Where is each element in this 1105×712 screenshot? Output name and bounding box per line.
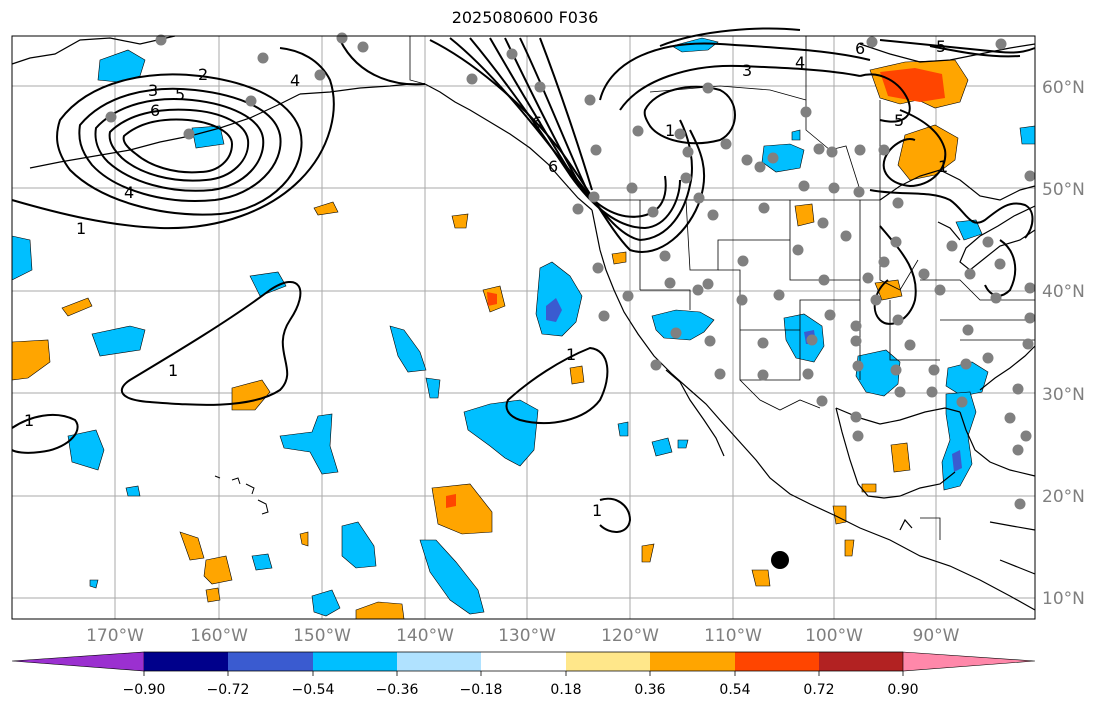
pressure-contours: [11, 27, 1036, 533]
strong-positive-cores: [446, 68, 945, 508]
colorbar-tick: 0.18: [550, 682, 582, 698]
contour-labels: 6 5 4 3 2 1 1 6 3 4 5 6 1 1 1 1 4 5 6 1: [24, 37, 948, 520]
contour-label: 6: [150, 101, 160, 120]
contour-label: 1: [24, 411, 34, 430]
contour-label: 5: [936, 37, 946, 56]
colorbar: [11, 651, 1036, 676]
colorbar-tick: −0.18: [459, 682, 503, 698]
contour-label: 1: [76, 219, 86, 238]
colorbar-tick: −0.90: [122, 682, 166, 698]
lon-label: 140°W: [396, 626, 454, 646]
map-title: 2025080600 F036: [451, 8, 599, 27]
lat-label: 30°N: [1042, 385, 1085, 405]
lat-label: 10°N: [1042, 589, 1085, 609]
colorbar-tick: −0.36: [375, 682, 419, 698]
contour-label: 1: [592, 501, 602, 520]
hawaii-islands: [214, 475, 269, 515]
contour-label: 1: [566, 345, 576, 364]
colorbar-tick: 0.36: [634, 682, 666, 698]
lat-label: 20°N: [1042, 487, 1085, 507]
contour-label: 1: [168, 361, 178, 380]
contour-label: 1: [938, 157, 948, 176]
lat-label: 60°N: [1042, 78, 1085, 98]
contour-label: 6: [532, 113, 542, 132]
lon-label: 130°W: [498, 626, 556, 646]
lon-label: 90°W: [912, 626, 960, 646]
lat-label: 50°N: [1042, 180, 1085, 200]
station-markers: [105, 32, 1036, 510]
contour-label: 4: [795, 53, 805, 72]
lon-label: 120°W: [601, 626, 659, 646]
map-panel: 6 5 4 3 2 1 1 6 3 4 5 6 1 1 1 1 4 5 6 1: [11, 27, 1036, 620]
contour-label: 3: [148, 81, 158, 100]
lon-label: 160°W: [190, 626, 248, 646]
contour-label: 6: [548, 157, 558, 176]
colorbar-tick: 0.72: [803, 682, 835, 698]
contour-label: 6: [855, 39, 865, 58]
lon-label: 110°W: [704, 626, 762, 646]
contour-label: 4: [124, 183, 134, 202]
colorbar-tick: −0.72: [206, 682, 250, 698]
graticule: [12, 36, 1035, 619]
contour-label: 5: [175, 85, 185, 104]
lon-label: 100°W: [805, 626, 863, 646]
contour-label: 5: [894, 111, 904, 130]
lat-label: 40°N: [1042, 282, 1085, 302]
colorbar-tick: −0.54: [291, 682, 335, 698]
marker-black-dot: [771, 551, 789, 569]
coastlines: [11, 35, 1036, 611]
map-border: [11, 35, 1036, 620]
lon-label: 150°W: [293, 626, 351, 646]
contour-label: 4: [290, 71, 300, 90]
lon-label: 170°W: [86, 626, 144, 646]
contour-label: 2: [198, 65, 208, 84]
contour-label: 1: [665, 121, 675, 140]
contour-label: 3: [742, 61, 752, 80]
colorbar-tick: 0.90: [887, 682, 919, 698]
colorbar-tick: 0.54: [719, 682, 751, 698]
negative-anomaly-areas: [11, 37, 1036, 617]
state-borders: [409, 36, 1035, 540]
